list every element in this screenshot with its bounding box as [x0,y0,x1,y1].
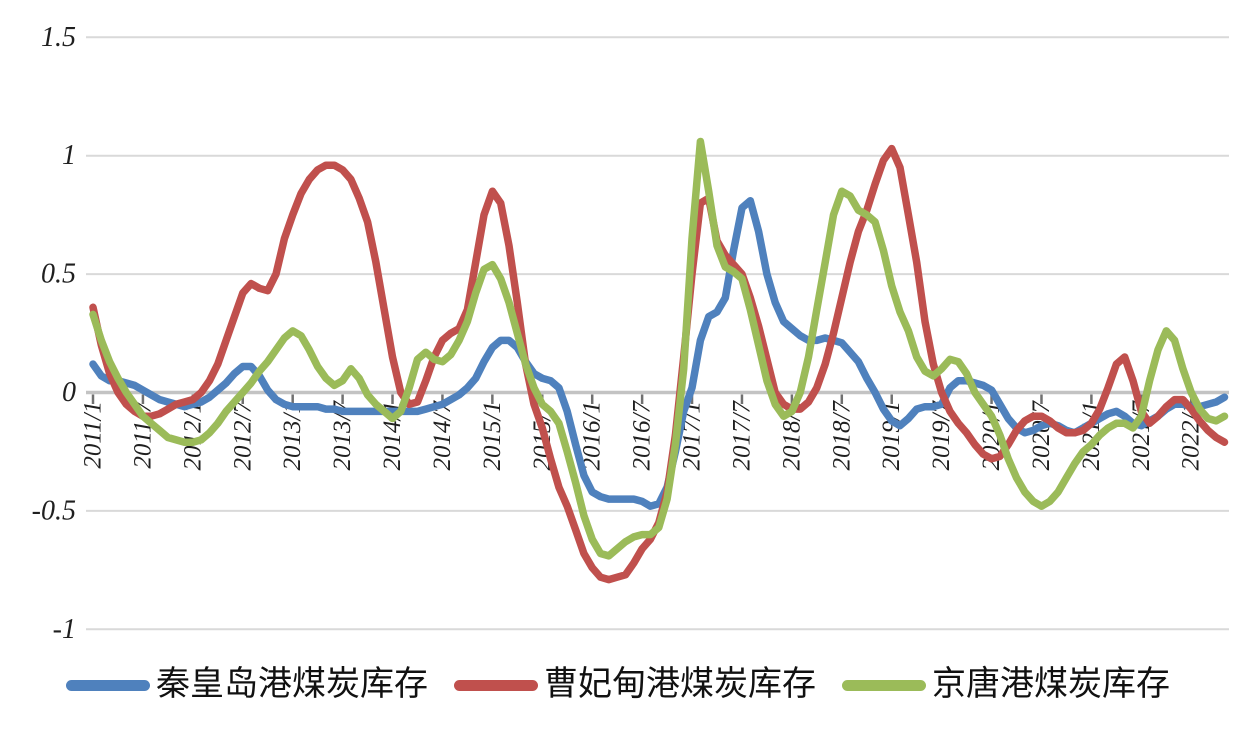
legend-swatch-jingtang [842,679,926,691]
legend-label-jingtang: 京唐港煤炭库存 [932,666,1170,703]
x-axis-label: 2012/7 [229,400,256,471]
y-axis-label: 1.5 [41,22,76,53]
legend-item-caofeidian: 曹妃甸港煤炭库存 [454,668,816,702]
y-axis-label: -0.5 [32,495,76,526]
chart-legend: 秦皇岛港煤炭库存 曹妃甸港煤炭库存 京唐港煤炭库存 [0,668,1236,702]
legend-swatch-qinhuangdao [66,679,150,691]
series-line-qinhuangdao [89,196,1229,510]
y-axis-label: -1 [53,614,76,645]
x-axis-label: 2018/7 [828,400,855,471]
legend-label-caofeidian: 曹妃甸港煤炭库存 [544,666,816,703]
series-line-jingtang [89,137,1229,560]
x-axis-label: 2016/7 [629,400,656,471]
x-axis-label: 2020/7 [1028,400,1055,471]
x-axis-label: 2015/1 [479,401,506,470]
y-axis-label: 0 [62,377,76,408]
x-axis-label: 2017/7 [728,400,755,471]
legend-item-jingtang: 京唐港煤炭库存 [842,668,1170,702]
y-axis-label: 1 [62,140,76,171]
legend-item-qinhuangdao: 秦皇岛港煤炭库存 [66,668,428,702]
x-axis-label: 2013/1 [279,401,306,470]
x-axis-label: 2014/7 [429,400,456,471]
y-axis-label: 0.5 [41,259,76,290]
x-axis-label: 2011/1 [80,401,107,469]
legend-swatch-caofeidian [454,679,538,691]
legend-label-qinhuangdao: 秦皇岛港煤炭库存 [156,666,428,703]
